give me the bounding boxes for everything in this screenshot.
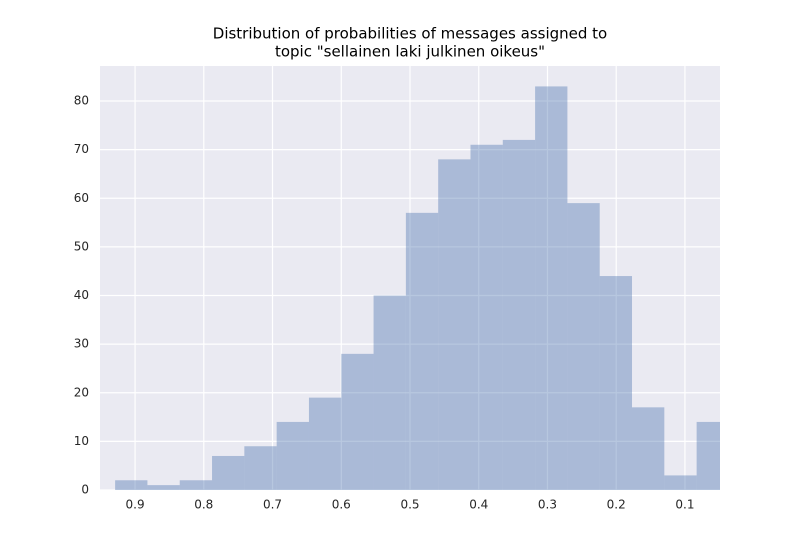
y-tick-label: 0 [81,483,89,497]
chart-title: Distribution of probabilities of message… [213,25,607,43]
bar [696,421,720,490]
y-tick-label: 20 [74,385,89,399]
x-tick-label: 0.1 [675,498,694,512]
y-tick-label: 30 [74,337,89,351]
y-tick-label: 10 [74,434,89,448]
bar [179,480,213,490]
x-tick-label: 0.9 [126,498,145,512]
bars [115,86,720,490]
y-tick-label: 70 [74,142,89,156]
x-tick-label: 0.7 [263,498,282,512]
bar [115,480,148,490]
bar [405,212,439,490]
bar [632,407,665,490]
grid [100,66,720,491]
bar [341,353,374,490]
x-tick-label: 0.3 [538,498,557,512]
bar [567,203,600,490]
labels: 0 10 20 30 40 50 60 70 80 0.9 0.8 0.7 0.6 0.5 0.4 0.3 0.… [74,94,695,512]
y-tick-label: 60 [74,191,89,205]
bar [373,295,406,490]
bar [470,144,503,490]
x-tick-label: 0.2 [607,498,626,512]
bar [308,397,342,490]
x-tick-label: 0.6 [332,498,351,512]
chart-title: topic "sellainen laki julkinen oikeus" [275,43,545,61]
x-tick-label: 0.5 [400,498,419,512]
x-tick-label: 0.8 [194,498,213,512]
y-tick-label: 40 [74,288,89,302]
x-tick-label: 0.4 [469,498,488,512]
bar [244,446,277,490]
bar [212,455,245,490]
bar [147,485,180,490]
bar [438,159,471,490]
y-tick-label: 80 [74,94,89,108]
bar [599,276,633,490]
bar [664,475,697,490]
bar [276,421,309,490]
y-tick-label: 50 [74,239,89,253]
bar [502,139,536,490]
bar [535,86,568,490]
